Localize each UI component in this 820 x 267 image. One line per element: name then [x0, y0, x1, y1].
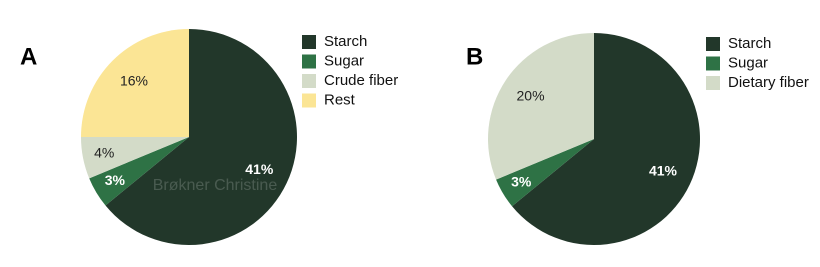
legend-label: Crude fiber [324, 72, 398, 89]
legend-label: Rest [324, 91, 356, 108]
watermark: Brøkner Christine [153, 177, 278, 194]
pie-slice [89, 137, 189, 206]
legend-label: Sugar [324, 52, 364, 69]
legend-label: Dietary fiber [728, 74, 809, 91]
panel-label: B [466, 43, 483, 70]
pie-slice [496, 139, 594, 207]
legend-swatch [302, 35, 316, 49]
data-label: 41% [649, 162, 678, 178]
pie-slice [81, 29, 189, 137]
data-label: 4% [94, 145, 114, 161]
panel-label: A [20, 43, 37, 70]
pie-slice [512, 33, 701, 246]
legend-swatch [302, 54, 316, 69]
legend-label: Starch [728, 35, 771, 52]
legend-swatch [706, 37, 720, 51]
pie-slice [81, 137, 189, 179]
pie-slice [488, 33, 594, 180]
legend-label: Starch [324, 33, 367, 50]
data-label: 16% [120, 73, 148, 89]
data-label: 41% [245, 161, 274, 177]
legend-swatch [302, 93, 316, 108]
legend-swatch [706, 56, 720, 71]
legend-swatch [302, 74, 316, 88]
legend-swatch [706, 76, 720, 90]
legend-label: Sugar [728, 54, 768, 71]
data-label: 3% [105, 172, 126, 188]
data-label: 3% [511, 173, 532, 189]
data-label: 20% [517, 87, 545, 103]
pie-slice [105, 29, 298, 245]
